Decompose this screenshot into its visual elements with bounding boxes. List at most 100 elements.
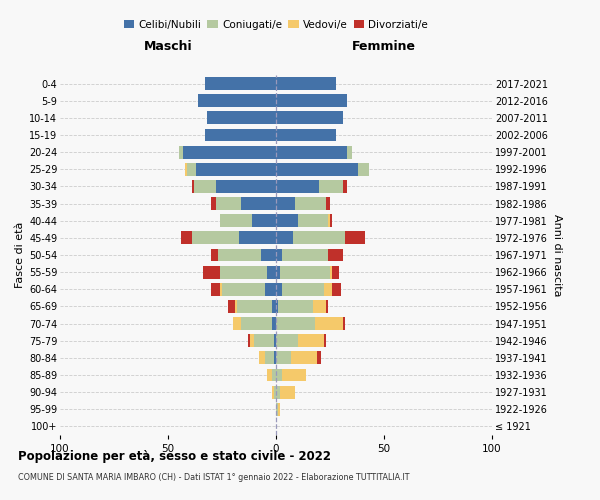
Bar — [211, 283, 220, 296]
Bar — [274, 352, 276, 364]
Bar — [276, 146, 347, 158]
Bar — [265, 352, 274, 364]
Bar — [276, 266, 280, 278]
Bar — [298, 334, 323, 347]
Bar — [241, 197, 276, 210]
Bar — [276, 334, 298, 347]
Bar — [276, 368, 283, 382]
Bar — [222, 283, 265, 296]
Bar — [205, 128, 276, 141]
Bar — [239, 232, 276, 244]
Bar — [272, 300, 276, 313]
Bar — [179, 146, 183, 158]
Bar — [326, 300, 328, 313]
Bar — [278, 403, 280, 415]
Y-axis label: Fasce di età: Fasce di età — [14, 222, 25, 288]
Bar — [276, 317, 315, 330]
Bar — [276, 232, 293, 244]
Text: Popolazione per età, sesso e stato civile - 2022: Popolazione per età, sesso e stato civil… — [18, 450, 331, 463]
Bar — [259, 352, 265, 364]
Text: Maschi: Maschi — [143, 40, 193, 52]
Bar — [276, 386, 280, 398]
Bar — [358, 163, 369, 175]
Bar — [192, 232, 239, 244]
Bar — [330, 214, 332, 227]
Bar — [211, 197, 215, 210]
Bar — [276, 403, 278, 415]
Bar — [274, 334, 276, 347]
Bar — [192, 180, 194, 193]
Bar — [276, 180, 319, 193]
Bar — [291, 352, 317, 364]
Bar — [328, 214, 330, 227]
Bar — [276, 112, 343, 124]
Bar — [317, 352, 322, 364]
Bar — [278, 300, 313, 313]
Bar — [235, 300, 237, 313]
Bar — [330, 266, 332, 278]
Bar — [187, 163, 196, 175]
Bar — [280, 386, 295, 398]
Bar — [211, 248, 218, 262]
Bar — [215, 180, 276, 193]
Bar — [280, 266, 330, 278]
Bar — [196, 163, 276, 175]
Bar — [283, 283, 323, 296]
Bar — [345, 232, 365, 244]
Bar — [268, 368, 272, 382]
Bar — [220, 266, 268, 278]
Bar — [315, 317, 343, 330]
Bar — [250, 334, 254, 347]
Bar — [203, 266, 220, 278]
Bar — [326, 197, 330, 210]
Y-axis label: Anni di nascita: Anni di nascita — [552, 214, 562, 296]
Bar — [283, 368, 306, 382]
Bar — [293, 232, 345, 244]
Bar — [272, 386, 274, 398]
Bar — [332, 266, 338, 278]
Bar — [248, 334, 250, 347]
Bar — [272, 368, 276, 382]
Bar — [276, 248, 283, 262]
Bar — [295, 197, 326, 210]
Bar — [323, 334, 326, 347]
Bar — [283, 248, 328, 262]
Bar — [323, 283, 332, 296]
Bar — [276, 214, 298, 227]
Bar — [276, 128, 337, 141]
Bar — [183, 146, 276, 158]
Bar — [276, 197, 295, 210]
Bar — [220, 214, 252, 227]
Bar — [343, 317, 345, 330]
Bar — [215, 197, 241, 210]
Legend: Celibi/Nubili, Coniugati/e, Vedovi/e, Divorziati/e: Celibi/Nubili, Coniugati/e, Vedovi/e, Di… — [119, 16, 433, 34]
Bar — [185, 163, 187, 175]
Bar — [276, 300, 278, 313]
Bar — [218, 248, 261, 262]
Bar — [328, 248, 343, 262]
Bar — [268, 266, 276, 278]
Bar — [276, 352, 291, 364]
Text: COMUNE DI SANTA MARIA IMBARO (CH) - Dati ISTAT 1° gennaio 2022 - Elaborazione TU: COMUNE DI SANTA MARIA IMBARO (CH) - Dati… — [18, 472, 409, 482]
Bar — [276, 77, 337, 90]
Bar — [332, 283, 341, 296]
Bar — [347, 146, 352, 158]
Bar — [276, 94, 347, 107]
Bar — [241, 317, 272, 330]
Bar — [194, 180, 215, 193]
Bar — [319, 180, 343, 193]
Bar — [343, 180, 347, 193]
Text: Femmine: Femmine — [352, 40, 416, 52]
Bar — [233, 317, 241, 330]
Bar — [272, 317, 276, 330]
Bar — [254, 334, 274, 347]
Bar — [220, 283, 222, 296]
Bar — [265, 283, 276, 296]
Bar — [237, 300, 272, 313]
Bar — [229, 300, 235, 313]
Bar — [205, 77, 276, 90]
Bar — [274, 386, 276, 398]
Bar — [252, 214, 276, 227]
Bar — [313, 300, 326, 313]
Bar — [207, 112, 276, 124]
